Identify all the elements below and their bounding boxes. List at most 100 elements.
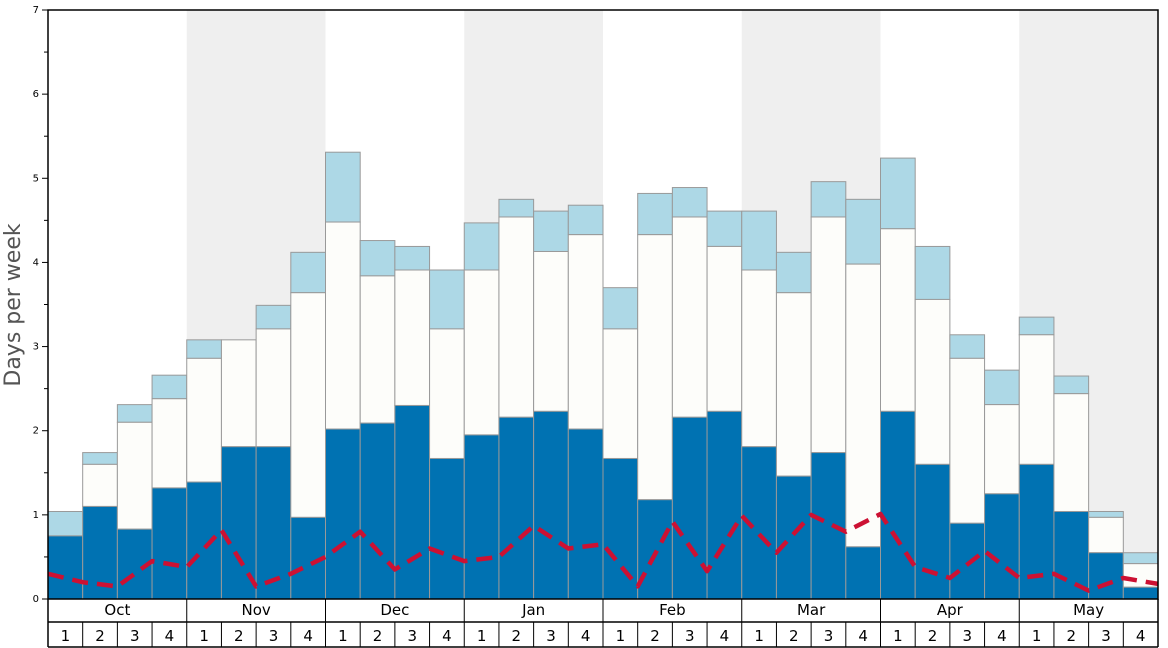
bar-top [394,245,431,271]
bar-top [1018,316,1055,336]
month-label-nov: Nov [241,601,270,619]
bar-top [602,287,639,330]
bar-middle [151,398,188,489]
month-label-apr: Apr [937,601,964,619]
bar-middle [255,328,292,448]
bar-bottom [325,428,361,600]
week-label: 2 [373,627,383,645]
bar-top [47,510,84,537]
bar-top [533,210,569,252]
bar-top [637,192,673,236]
bar-top [741,210,777,271]
month-label-oct: Oct [104,601,130,619]
bar-bottom [810,452,847,600]
bar-bottom [429,457,465,600]
bar-top [463,222,500,271]
bar-middle [463,269,500,436]
bar-bottom [1088,552,1124,600]
bar-middle [82,463,118,507]
bar-bottom [671,416,708,600]
bar-top [1088,510,1124,518]
week-label: 4 [581,627,591,645]
y-tick-label: 1 [33,510,39,521]
bar-bottom [637,499,673,600]
y-tick-label: 7 [33,5,39,16]
bar-middle [290,292,326,518]
week-label: 1 [616,627,626,645]
week-label: 2 [95,627,105,645]
bar-top [82,452,118,465]
bar-middle [186,357,222,483]
y-tick-label: 5 [33,173,39,184]
bar-middle [567,234,604,430]
week-label: 1 [338,627,348,645]
week-label: 2 [928,627,938,645]
bar-middle [325,221,361,430]
y-tick-label: 4 [33,257,39,268]
bar-bottom [845,546,881,600]
bar-top [1053,375,1090,395]
bar-top [984,369,1020,406]
bar-top [567,204,604,236]
bar-middle [1053,393,1090,512]
bar-middle [602,328,639,459]
month-label-jan: Jan [521,601,545,619]
bar-middle [1088,516,1124,554]
bar-middle [810,216,847,454]
week-label: 3 [546,627,556,645]
bar-bottom [1122,586,1159,600]
week-label: 4 [303,627,313,645]
bar-bottom [914,463,951,600]
bar-top [116,404,153,423]
bar-middle [1018,334,1055,465]
week-label: 3 [269,627,279,645]
bar-top [706,210,743,247]
week-label: 2 [1067,627,1077,645]
y-tick-label: 2 [33,426,39,437]
week-label: 1 [199,627,209,645]
y-axis-title: Days per week [1,223,26,386]
bar-bottom [47,535,84,600]
bar-middle [637,234,673,501]
average-dashed-line [47,511,1159,593]
week-label: 4 [858,627,868,645]
bar-bottom [706,410,743,600]
bar-bottom [255,446,292,600]
bar-bottom [567,428,604,600]
week-label: 3 [824,627,834,645]
bar-top [151,374,188,400]
bar-bottom [186,481,222,600]
bar-middle [880,228,916,412]
bar-middle [949,357,986,524]
y-axis: 0 1 2 3 4 5 6 7 [33,5,48,605]
bar-bottom [880,410,916,600]
week-label: 2 [650,627,660,645]
week-label: 1 [477,627,487,645]
y-tick-label: 6 [33,89,39,100]
month-label-feb: Feb [659,601,686,619]
bar-middle [533,250,569,412]
week-label: 2 [234,627,244,645]
bar-bottom [359,422,396,600]
bar-middle [706,245,743,412]
bar-top [949,334,986,359]
week-label: 3 [407,627,417,645]
bar-middle [671,216,708,418]
week-label: 3 [1101,627,1111,645]
week-label: 1 [1032,627,1042,645]
bar-middle [359,275,396,424]
week-label: 1 [61,627,71,645]
week-label: 3 [685,627,695,645]
x-axis: Oct 1 2 3 4 Nov 1 2 3 4 Dec 1 2 3 4 Jan 1 2 3 4 Feb 1 2 3 4 Mar 1 2… [47,599,1159,648]
bar-bottom [533,410,569,600]
bar-middle [429,328,465,459]
bar-top [810,181,847,218]
y-tick-label: 3 [33,342,39,353]
bar-top [671,187,708,218]
month-label-dec: Dec [380,601,409,619]
week-label: 4 [1136,627,1146,645]
bar-middle [394,269,431,406]
bar-middle [498,216,535,418]
bar-bottom [463,434,500,600]
bar-bottom [949,522,986,600]
